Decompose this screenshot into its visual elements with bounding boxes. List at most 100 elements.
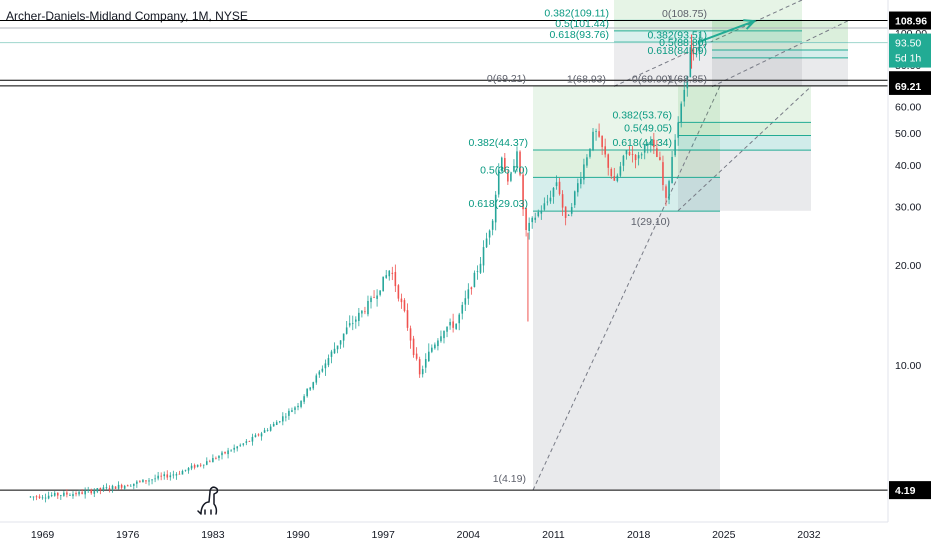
- candle-body: [29, 496, 32, 498]
- candle: [47, 491, 50, 500]
- candle-body: [348, 323, 351, 326]
- candle: [230, 449, 232, 452]
- candle: [60, 494, 62, 500]
- candle: [145, 480, 147, 485]
- candle-body: [698, 41, 701, 53]
- candle: [236, 445, 239, 452]
- x-tick-label: 1983: [201, 529, 225, 541]
- fib4-zone-0618: [712, 50, 848, 58]
- candle: [640, 152, 643, 160]
- candle: [172, 470, 175, 479]
- candle-body: [205, 461, 208, 465]
- candle: [382, 276, 384, 292]
- candle-body: [142, 479, 144, 483]
- candle-body: [245, 441, 248, 443]
- fib1-trend-line: [532, 85, 721, 491]
- candle-body: [351, 323, 354, 325]
- candle: [476, 265, 479, 280]
- candle: [485, 232, 488, 249]
- candle: [418, 356, 421, 378]
- candle: [680, 101, 683, 128]
- candle-body: [285, 416, 287, 418]
- candle: [516, 146, 518, 173]
- candle: [181, 469, 184, 475]
- candle: [336, 345, 339, 354]
- fib2-label-1: 1(68.93): [567, 74, 606, 86]
- candle-body: [321, 368, 324, 372]
- candle-body: [494, 194, 497, 223]
- candle: [84, 487, 86, 499]
- candle-body: [75, 493, 77, 495]
- candle: [634, 154, 637, 169]
- candle: [111, 484, 114, 493]
- candle-body: [102, 487, 105, 490]
- candle-body: [464, 298, 467, 305]
- candle: [56, 492, 59, 499]
- candle: [215, 456, 217, 460]
- candle-body: [66, 492, 68, 495]
- candle-body: [646, 144, 649, 146]
- candle: [193, 463, 196, 470]
- candle-body: [443, 331, 445, 339]
- candle-body: [202, 464, 205, 466]
- candle-body: [504, 158, 506, 172]
- candle: [142, 479, 144, 483]
- candle: [607, 153, 610, 176]
- dinosaur-icon: [197, 486, 219, 515]
- candle-body: [622, 155, 625, 166]
- candle-body: [406, 310, 409, 328]
- candle: [464, 290, 467, 311]
- fib3-zone-top: [614, 0, 802, 21]
- candle: [467, 283, 470, 305]
- candle: [327, 354, 330, 368]
- candle-spikes: [527, 34, 693, 322]
- candle-body: [382, 276, 384, 292]
- candle-body: [224, 451, 226, 454]
- projection-arrow: [697, 20, 755, 44]
- candle-body: [534, 217, 537, 220]
- candle-body: [525, 207, 527, 231]
- candle-body: [427, 351, 430, 362]
- fib4-label-382: 0.382(93.51): [647, 30, 707, 42]
- candle-body: [507, 172, 509, 182]
- candle: [543, 197, 546, 211]
- candle-body: [513, 166, 515, 172]
- fib1-label-382: 0.382(44.37): [468, 137, 528, 149]
- candle: [613, 167, 616, 181]
- candle: [586, 154, 588, 168]
- candle-body: [379, 290, 381, 295]
- x-tick-label: 1997: [371, 529, 395, 541]
- candle-body: [573, 191, 576, 206]
- candle: [646, 141, 649, 154]
- candle: [482, 240, 485, 273]
- candle: [324, 359, 327, 376]
- candle: [75, 491, 77, 497]
- price-level-badge-label: 69.21: [895, 81, 921, 93]
- candle-body: [546, 201, 549, 203]
- candle-body: [613, 176, 616, 181]
- candle-body: [160, 475, 162, 477]
- y-tick-label: 10.00: [895, 360, 921, 372]
- candle-body: [133, 483, 135, 486]
- fib4-label-05: 0.5(88.80): [659, 37, 707, 49]
- candle: [166, 470, 169, 480]
- candle-body: [163, 474, 166, 477]
- candle-body: [269, 426, 272, 431]
- y-tick-label: 20.00: [895, 260, 921, 272]
- y-tick-label: 60.00: [895, 102, 921, 114]
- candle: [136, 480, 138, 488]
- candle-body: [522, 174, 524, 210]
- candle-body: [619, 166, 622, 176]
- candle-body: [187, 468, 190, 471]
- candle-body: [662, 162, 664, 186]
- candle-body: [367, 300, 369, 315]
- candle: [406, 303, 409, 331]
- candle-body: [309, 387, 311, 390]
- candle-body: [497, 169, 500, 195]
- candle: [212, 454, 214, 463]
- candle: [32, 496, 35, 501]
- candle-body: [604, 146, 606, 155]
- candle: [528, 217, 530, 240]
- candle: [154, 474, 156, 483]
